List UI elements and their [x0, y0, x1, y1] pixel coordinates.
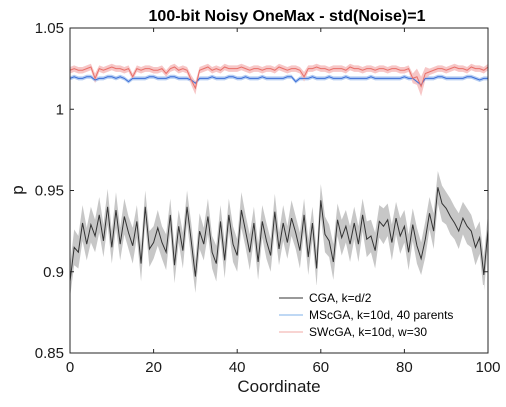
- y-tick-label-2: 0.95: [35, 183, 64, 200]
- x-tick-label-2: 40: [229, 359, 246, 376]
- series-line-2: [69, 66, 489, 90]
- legend-label-cga: CGA, k=d/2: [309, 291, 372, 305]
- series-band-0: [70, 171, 488, 298]
- y-axis-label: p: [8, 185, 27, 194]
- x-tick-label-1: 20: [145, 359, 162, 376]
- chart-title: 100-bit Noisy OneMax - std(Noise)=1: [149, 8, 426, 25]
- series-band-2: [70, 63, 488, 97]
- legend-box: [274, 285, 484, 348]
- x-tick-label-4: 80: [396, 359, 413, 376]
- series-band-1: [70, 74, 488, 87]
- y-tick-label-1: 0.9: [43, 264, 64, 281]
- legend: CGA, k=d/2 MScGA, k=10d, 40 parents SWcG…: [274, 285, 484, 348]
- series-line-1: [69, 76, 488, 86]
- y-tick-label-4: 1.05: [35, 20, 64, 37]
- x-tick-label-3: 60: [312, 359, 329, 376]
- legend-label-mscga: MScGA, k=10d, 40 parents: [309, 308, 453, 322]
- y-tick-label-3: 1: [56, 101, 64, 118]
- series-line-0: [69, 187, 489, 282]
- x-axis-label: Coordinate: [237, 377, 320, 396]
- y-tick-label-0: 0.85: [35, 345, 64, 362]
- x-tick-label-5: 100: [475, 359, 500, 376]
- legend-label-swcga: SWcGA, k=10d, w=30: [309, 325, 427, 339]
- x-tick-label-0: 0: [66, 359, 74, 376]
- series-bands: [70, 63, 488, 298]
- axis-ticks: 0 20 40 60 80 100 0.85 0.9 0.95 1 1.05: [35, 20, 501, 376]
- series-lines: [69, 66, 489, 282]
